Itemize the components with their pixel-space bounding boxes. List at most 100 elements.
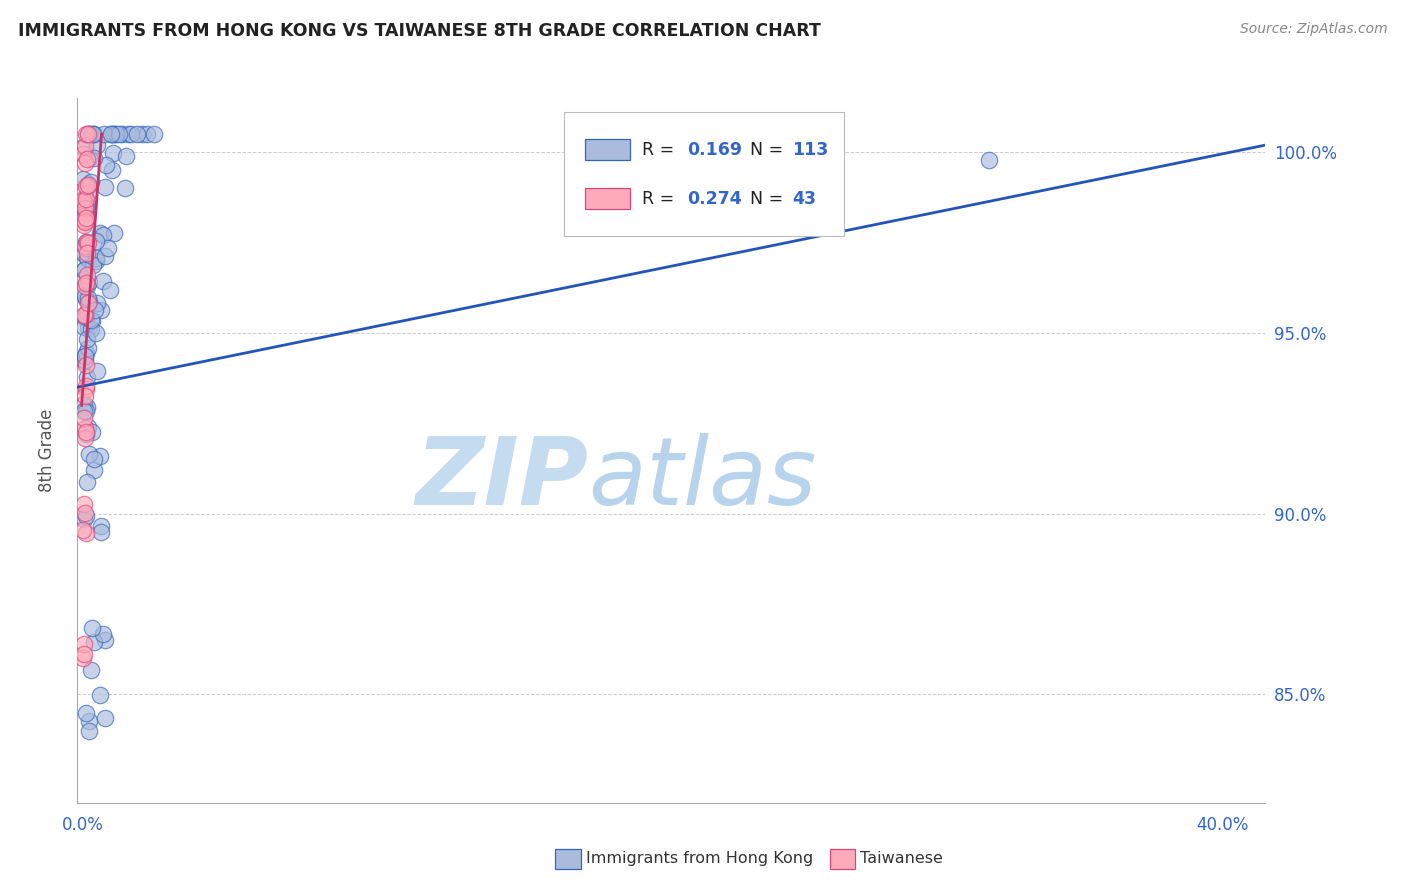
Point <box>76 305 98 319</box>
Point <box>75 346 97 360</box>
Point <box>72 147 94 161</box>
Point <box>75 211 97 226</box>
Bar <box>585 188 630 210</box>
Point <box>76 152 98 166</box>
Point <box>77 128 100 142</box>
Point <box>72 272 94 286</box>
Point <box>127 128 149 142</box>
Point <box>76 235 98 250</box>
Point <box>75 382 97 396</box>
Point <box>73 156 96 170</box>
Point <box>75 404 97 418</box>
Point <box>75 214 97 228</box>
Text: 0.274: 0.274 <box>686 190 741 208</box>
Point <box>75 241 97 255</box>
Text: IMMIGRANTS FROM HONG KONG VS TAIWANESE 8TH GRADE CORRELATION CHART: IMMIGRANTS FROM HONG KONG VS TAIWANESE 8… <box>18 22 821 40</box>
Point <box>75 308 97 322</box>
Point <box>77 295 100 310</box>
Point <box>73 205 96 219</box>
Y-axis label: 8th Grade: 8th Grade <box>38 409 56 492</box>
Point <box>84 235 107 249</box>
Point <box>83 462 105 476</box>
Point <box>82 620 104 634</box>
Point <box>77 291 100 305</box>
Point <box>75 128 97 142</box>
Point <box>73 261 96 276</box>
Point <box>101 145 124 160</box>
Text: Source: ZipAtlas.com: Source: ZipAtlas.com <box>1240 22 1388 37</box>
Point <box>94 711 117 725</box>
Point <box>82 128 104 142</box>
Point <box>73 247 96 261</box>
Point <box>75 310 97 324</box>
Point <box>73 186 96 200</box>
Point <box>82 128 104 142</box>
Point <box>76 251 98 265</box>
Text: ZIP: ZIP <box>415 433 588 524</box>
Point <box>75 378 97 392</box>
Point <box>96 158 118 172</box>
Point <box>79 312 101 326</box>
Point <box>77 151 100 165</box>
Point <box>111 128 134 142</box>
Point <box>75 426 97 441</box>
Point <box>84 302 107 317</box>
Point <box>73 403 96 417</box>
Point <box>83 451 105 466</box>
Point <box>91 274 114 288</box>
Point <box>76 128 98 142</box>
Point <box>76 279 98 293</box>
Point <box>73 349 96 363</box>
Text: N =: N = <box>740 190 789 208</box>
Point <box>77 178 100 192</box>
Point <box>93 249 115 263</box>
Point <box>80 663 103 677</box>
Point <box>73 506 96 520</box>
Point <box>86 364 108 378</box>
Point <box>73 201 96 215</box>
Point <box>77 252 100 267</box>
Point <box>76 268 98 283</box>
Point <box>79 128 101 142</box>
Point <box>89 689 111 703</box>
Point <box>90 519 112 533</box>
Point <box>75 206 97 220</box>
Point <box>77 714 100 728</box>
FancyBboxPatch shape <box>564 112 844 235</box>
Point <box>72 140 94 154</box>
Point <box>75 239 97 253</box>
Point <box>72 651 94 665</box>
Point <box>77 275 100 289</box>
Point <box>72 200 94 214</box>
Point <box>75 178 97 193</box>
Point <box>76 192 98 206</box>
Point <box>72 523 94 537</box>
Point <box>89 450 111 464</box>
Point <box>76 178 98 192</box>
Point <box>91 227 114 242</box>
Point <box>115 149 138 163</box>
Point <box>114 181 136 195</box>
Point <box>80 322 103 336</box>
Point <box>75 358 97 372</box>
Point <box>73 352 96 367</box>
Point <box>73 199 96 213</box>
Point <box>136 128 159 142</box>
Point <box>77 447 100 461</box>
Text: 113: 113 <box>793 141 828 159</box>
Point <box>120 128 142 142</box>
Point <box>131 128 153 142</box>
Point <box>77 341 100 355</box>
Point <box>90 525 112 540</box>
Point <box>107 128 129 142</box>
Point <box>75 431 97 445</box>
Point <box>73 214 96 228</box>
Point <box>77 723 100 738</box>
Point <box>75 509 97 524</box>
Text: R =: R = <box>641 141 679 159</box>
Point <box>76 186 98 201</box>
Point <box>75 199 97 213</box>
Point <box>75 425 97 439</box>
Text: N =: N = <box>740 141 789 159</box>
Text: atlas: atlas <box>588 434 817 524</box>
